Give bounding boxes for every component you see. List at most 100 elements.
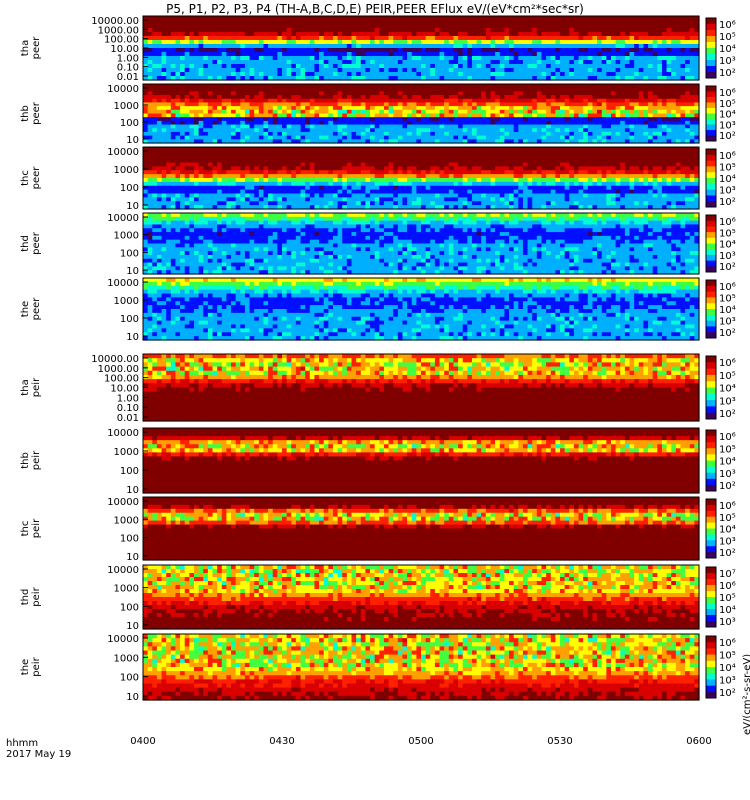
- heatmap-cell: [184, 124, 190, 129]
- heatmap-cell: [541, 124, 547, 129]
- heatmap-cell: [411, 124, 417, 129]
- heatmap-cell: [374, 24, 380, 29]
- heatmap-cell: [671, 158, 677, 164]
- heatmap-cell: [444, 128, 450, 133]
- heatmap-cell: [550, 91, 556, 96]
- heatmap-cell: [430, 113, 436, 118]
- heatmap-cell: [226, 162, 232, 167]
- heatmap-cell: [254, 109, 260, 115]
- heatmap-cell: [346, 36, 353, 41]
- heatmap-cell: [615, 150, 621, 156]
- heatmap-cell: [402, 170, 408, 175]
- heatmap-cell: [583, 170, 589, 175]
- heatmap-cell: [393, 76, 399, 81]
- heatmap-cell: [550, 72, 556, 77]
- heatmap-cell: [481, 102, 487, 107]
- heatmap-cell: [402, 95, 408, 100]
- heatmap-cell: [439, 24, 445, 29]
- heatmap-cell: [685, 40, 691, 45]
- heatmap-cell: [648, 147, 654, 152]
- heatmap-cell: [685, 139, 691, 144]
- heatmap-cell: [319, 64, 325, 69]
- heatmap-cell: [638, 154, 644, 160]
- heatmap-cell: [332, 162, 339, 167]
- heatmap-cell: [207, 113, 214, 118]
- heatmap-cell: [541, 44, 547, 49]
- heatmap-cell: [235, 84, 241, 89]
- heatmap-cell: [346, 68, 353, 73]
- heatmap-cell: [383, 147, 390, 152]
- heatmap-cell: [564, 56, 570, 61]
- heatmap-cell: [217, 36, 223, 41]
- heatmap-cell: [532, 44, 538, 49]
- heatmap-cell: [198, 128, 204, 133]
- heatmap-cell: [624, 40, 631, 45]
- heatmap-cell: [226, 40, 232, 45]
- heatmap-cell: [675, 40, 682, 45]
- heatmap-cell: [624, 98, 631, 104]
- colorbar-tick-label: 10²: [719, 68, 736, 79]
- heatmap-cell: [694, 113, 700, 118]
- heatmap-cell: [226, 16, 232, 21]
- heatmap-cell: [569, 72, 575, 77]
- heatmap-cell: [337, 117, 343, 122]
- heatmap-cell: [638, 32, 644, 37]
- heatmap-cell: [231, 95, 237, 100]
- heatmap-cell: [573, 60, 580, 65]
- heatmap-cell: [657, 40, 663, 45]
- heatmap-cell: [564, 95, 570, 100]
- heatmap-cell: [624, 128, 631, 133]
- heatmap-cell: [657, 87, 663, 92]
- heatmap-cell: [439, 178, 445, 183]
- heatmap-cell: [610, 24, 617, 29]
- heatmap-cell: [240, 128, 246, 133]
- heatmap-cell: [458, 147, 464, 152]
- heatmap-cell: [411, 40, 417, 45]
- heatmap-cell: [249, 174, 255, 179]
- heatmap-cell: [295, 150, 302, 156]
- heatmap-cell: [592, 32, 598, 37]
- heatmap-cell: [578, 16, 584, 21]
- heatmap-cell: [319, 68, 325, 73]
- heatmap-cell: [184, 147, 190, 152]
- heatmap-cell: [282, 64, 288, 69]
- heatmap-cell: [453, 76, 459, 81]
- heatmap-cell: [694, 64, 700, 69]
- heatmap-cell: [444, 174, 450, 179]
- heatmap-cell: [573, 91, 580, 96]
- heatmap-cell: [509, 178, 515, 183]
- heatmap-cell: [587, 32, 594, 37]
- heatmap-cell: [356, 166, 362, 171]
- heatmap-cell: [504, 60, 510, 65]
- heatmap-cell: [467, 162, 473, 167]
- heatmap-cell: [286, 68, 292, 73]
- heatmap-cell: [680, 120, 686, 126]
- heatmap-cell: [522, 72, 529, 77]
- heatmap-cell: [476, 56, 482, 61]
- heatmap-cell: [314, 16, 320, 21]
- heatmap-cell: [421, 91, 427, 96]
- heatmap-cell: [161, 106, 167, 111]
- heatmap-cell: [258, 72, 265, 77]
- heatmap-cell: [513, 117, 519, 122]
- heatmap-cell: [453, 178, 459, 183]
- heatmap-cell: [407, 158, 413, 164]
- heatmap-cell: [365, 32, 371, 37]
- heatmap-cell: [374, 76, 380, 81]
- heatmap-cell: [439, 135, 445, 140]
- heatmap-cell: [360, 106, 366, 111]
- heatmap-cell: [291, 56, 297, 61]
- heatmap-cell: [499, 113, 505, 118]
- heatmap-cell: [314, 36, 320, 41]
- heatmap-cell: [295, 87, 302, 92]
- heatmap-cell: [425, 131, 431, 137]
- heatmap-cell: [156, 87, 163, 92]
- heatmap-cell: [666, 102, 672, 107]
- heatmap-cell: [615, 109, 621, 115]
- heatmap-cell: [421, 52, 427, 57]
- heatmap-cell: [397, 109, 404, 115]
- heatmap-cell: [564, 135, 570, 140]
- heatmap-cell: [323, 24, 329, 29]
- heatmap-cell: [490, 44, 496, 49]
- heatmap-cell: [564, 16, 570, 21]
